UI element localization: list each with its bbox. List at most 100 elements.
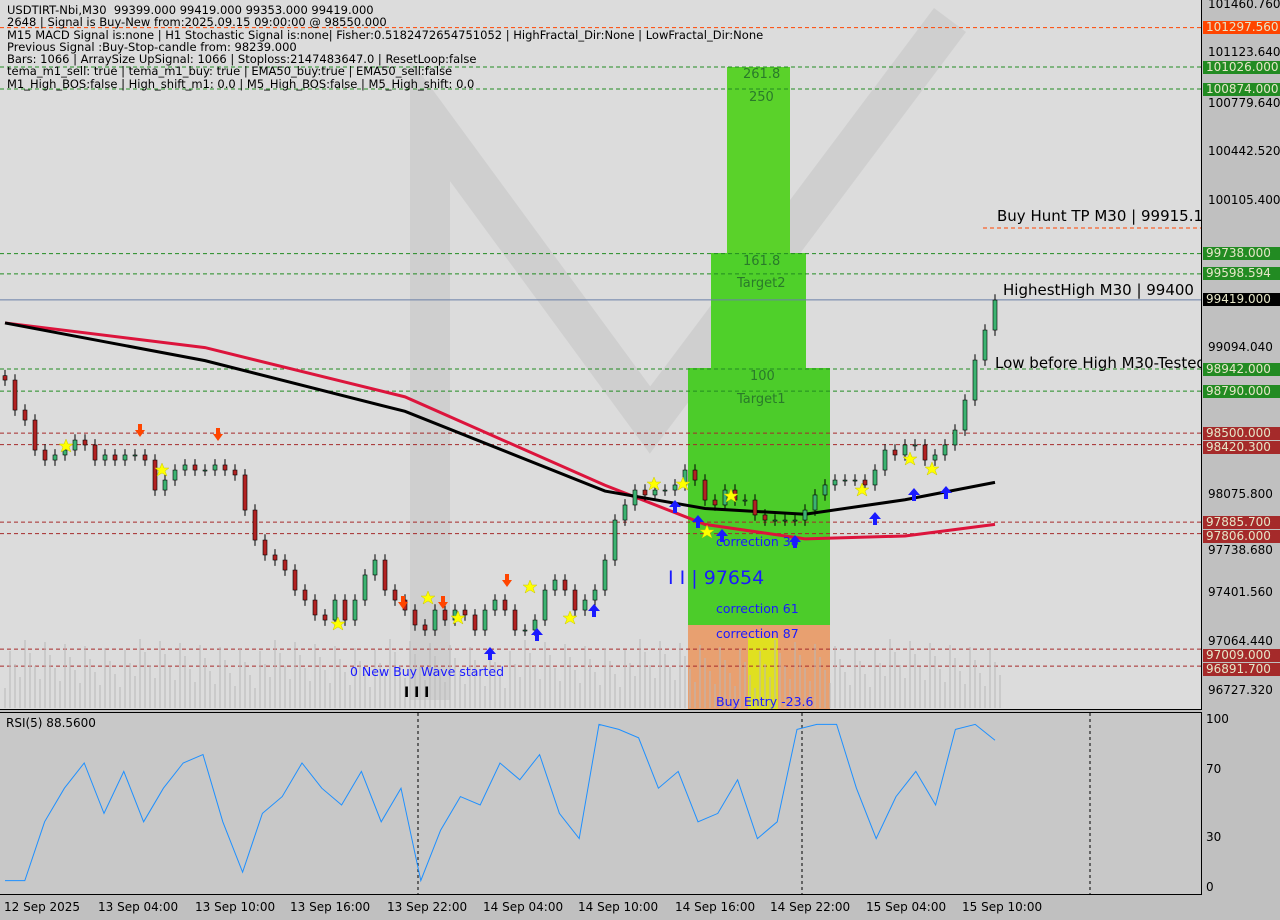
correction-87-label: correction 87 [716,626,799,641]
sell-arrow-icon [398,596,408,609]
candle-body [282,559,288,571]
sell-arrow-icon [213,428,223,441]
candle-body [12,379,18,411]
candle-body [522,629,528,632]
star-icon [675,476,691,491]
ma-red-line [4,321,996,541]
price-axis-tick: 99094.040 [1208,339,1273,354]
buy-arrow-icon [484,647,496,660]
candle-body [412,609,418,626]
candle-body [942,444,948,456]
candle-body [142,454,148,461]
buy-arrow-icon [588,604,600,617]
price-level-tag: 97806.000 [1203,529,1280,543]
candle-body [812,494,818,511]
time-axis-tick: 12 Sep 2025 [4,900,81,914]
low-before-high-label: Low before High M30-Tested [995,354,1202,372]
candle-body [742,499,748,502]
candle-body [652,489,658,496]
candle-body [502,599,508,611]
candle-body [882,449,888,471]
buy-arrow-icon [692,515,704,528]
buy-arrow-icon [531,628,543,641]
indicator-info: USDTIRT-Nbi,M30 99399.000 99419.000 9935… [7,4,763,90]
target2-label: Target2 [737,276,786,291]
candle-body [392,589,398,601]
price-axis-tick: 97401.560 [1208,584,1273,599]
rsi-axis-tick: 70 [1206,762,1222,777]
price-chart[interactable]: USDTIRT-Nbi,M30 99399.000 99419.000 9935… [0,0,1202,710]
buy-hunt-label: Buy Hunt TP M30 | 99915.13 [997,207,1202,225]
price-chart-canvas [0,8,1201,709]
candle-body [772,519,778,522]
candle-body [552,579,558,591]
candle-body [602,559,608,591]
candle-body [822,484,828,496]
candle-body [692,469,698,481]
candle-body [442,609,448,621]
price-level-tag: 98790.000 [1203,384,1280,398]
price-axis-tick: 101460.760 [1208,0,1280,11]
star-icon [924,461,940,476]
price-level-tag: 98942.000 [1203,362,1280,376]
candle-body [202,469,208,472]
time-axis-tick: 14 Sep 22:00 [770,900,851,914]
fib-100-label: 100 [750,369,775,384]
candle-body [222,464,228,471]
candle-body [122,454,128,461]
candle-body [562,579,568,591]
candle-body [312,599,318,616]
candle-body [302,589,308,601]
price-level-tag: 98420.300 [1203,440,1280,454]
price-level-tag: 97009.000 [1203,648,1280,662]
candle-body [852,479,858,482]
candle-body [512,609,518,631]
sell-arrow-icon [502,574,512,587]
star-icon [330,616,346,631]
star-icon [154,462,170,477]
star-icon [450,610,466,625]
wave-marks: I I I [404,685,430,701]
time-axis-tick: 13 Sep 10:00 [195,900,276,914]
rsi-line [5,723,996,883]
candle-body [932,454,938,461]
correction-61-label: correction 61 [716,601,799,616]
rsi-panel[interactable]: RSI(5) 88.5600 [0,712,1202,895]
candle-body [912,444,918,447]
buy-arrow-icon [908,488,920,501]
candle-body [22,409,28,421]
candle-body [592,589,598,601]
candle-body [112,454,118,461]
price-axis-tick: 97064.440 [1208,633,1273,648]
symbol-ohlc: USDTIRT-Nbi,M30 99399.000 99419.000 9935… [7,3,374,17]
fib-zone-top [727,67,790,253]
candle-body [662,489,668,492]
time-axis-tick: 15 Sep 04:00 [866,900,947,914]
candle-body [962,399,968,431]
watermark-m-shape [410,8,966,700]
candle-body [972,359,978,401]
candle-body [152,459,158,491]
star-icon [58,438,74,453]
price-level-tag: 101297.560 [1203,21,1280,35]
candle-body [482,609,488,631]
new-wave-label: 0 New Buy Wave started [350,664,505,679]
candle-body [992,299,998,331]
fib-zone-entry-core [748,638,778,709]
sell-arrow-icon [135,424,145,437]
candle-body [432,609,438,631]
candle-body [292,569,298,591]
candle-body [352,599,358,621]
price-axis-tick: 97738.680 [1208,542,1273,557]
candle-body [952,429,958,446]
rsi-axis-tick: 100 [1206,712,1229,726]
candle-body [572,589,578,611]
buy-arrow-icon [940,486,952,499]
highest-high-label: HighestHigh M30 | 99400 [1003,281,1194,299]
price-axis-tick: 96727.320 [1208,682,1273,697]
candle-body [532,619,538,631]
price-level-tag: 97885.700 [1203,515,1280,529]
star-icon [420,590,436,605]
candle-body [802,509,808,521]
star-icon [646,476,662,491]
